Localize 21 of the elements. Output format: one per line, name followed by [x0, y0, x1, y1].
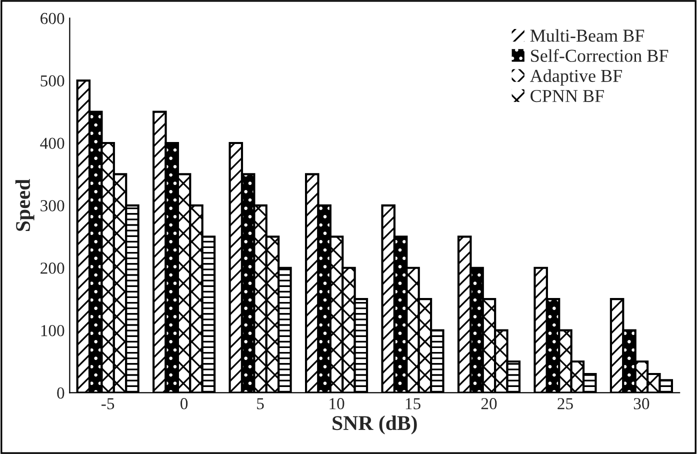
y-tick-label: 500: [40, 75, 64, 87]
x-tick-label: 5: [257, 398, 264, 410]
legend-label: Adaptive BF: [530, 69, 622, 86]
x-tick-label: 15: [406, 398, 420, 410]
y-tick-label: 300: [40, 200, 64, 212]
x-tick-label: 25: [558, 398, 573, 410]
x-axis-title: SNR (dB): [332, 415, 417, 434]
legend-label: Multi-Beam BF: [530, 29, 644, 42]
y-tick-label: 600: [40, 12, 64, 24]
x-tick-label: 20: [481, 398, 497, 410]
x-tick-label: 30: [634, 398, 650, 410]
y-tick-label: 0: [57, 387, 64, 399]
y-axis-title: Speed: [15, 179, 34, 231]
legend-label: Self-Correction BF: [531, 49, 668, 62]
y-tick-label: 100: [41, 324, 64, 336]
legend-label: CPNN BF: [530, 90, 604, 102]
x-tick-label: -5: [101, 398, 114, 410]
y-tick-label: 200: [40, 262, 64, 274]
x-tick-label: 10: [330, 398, 344, 410]
y-tick-label: 400: [40, 138, 64, 149]
x-tick-label: 0: [180, 398, 188, 410]
